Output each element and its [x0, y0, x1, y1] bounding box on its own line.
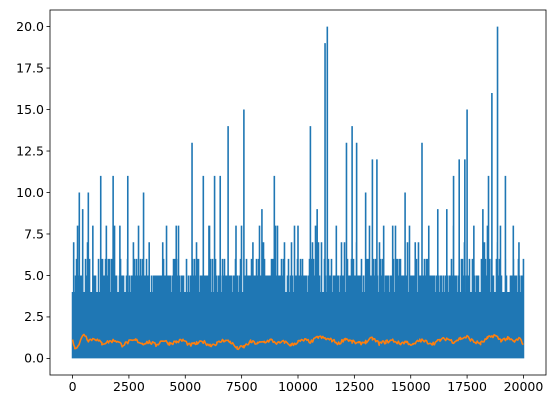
x-tick-label: 7500 — [226, 379, 258, 394]
x-tick-label: 15000 — [391, 379, 431, 394]
x-tick-label: 20000 — [504, 379, 544, 394]
series-1-line — [71, 26, 525, 359]
y-tick-label: 2.5 — [24, 309, 44, 324]
x-tick-label: 10000 — [278, 379, 318, 394]
x-tick-label: 2500 — [113, 379, 145, 394]
x-tick-label: 12500 — [334, 379, 374, 394]
y-tick-label: 12.5 — [16, 143, 44, 158]
series-2-line — [71, 333, 524, 351]
x-tick-label: 17500 — [447, 379, 487, 394]
y-tick-label: 5.0 — [24, 268, 44, 283]
y-tick-label: 20.0 — [16, 19, 44, 34]
y-axis: 0.0 2.5 5.0 7.5 10.0 12.5 15.0 17.5 20.0 — [16, 19, 50, 366]
x-tick-label: 0 — [69, 379, 77, 394]
y-tick-label: 0.0 — [24, 351, 44, 366]
series-layer — [71, 26, 525, 359]
axes-frame — [49, 9, 547, 376]
y-tick-label: 7.5 — [24, 226, 44, 241]
x-tick-label: 5000 — [169, 379, 201, 394]
plot-area — [50, 10, 546, 375]
x-axis: 0 2500 5000 7500 10000 12500 15000 17500 20000 — [69, 375, 544, 394]
y-tick-label: 17.5 — [16, 60, 44, 75]
y-tick-label: 15.0 — [16, 102, 44, 117]
y-tick-label: 10.0 — [16, 185, 44, 200]
